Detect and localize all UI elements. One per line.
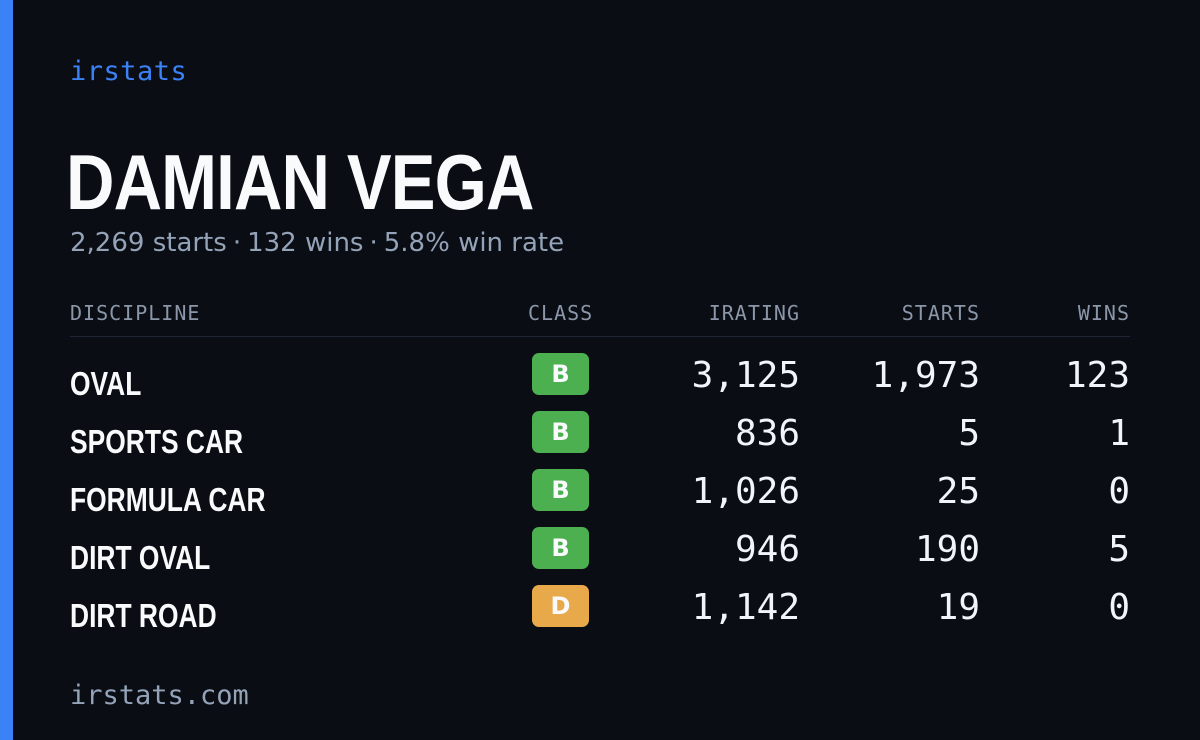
- discipline-name: FORMULA CAR: [70, 481, 266, 518]
- class-badge: B: [532, 353, 589, 395]
- irating-value: 3,125: [691, 355, 800, 396]
- irating-value: 1,142: [691, 587, 800, 628]
- wins-value: 0: [1108, 587, 1130, 628]
- wins-summary: 132 wins: [247, 228, 364, 258]
- table-row: DIRT OVAL B 946 190 5: [70, 527, 1130, 585]
- class-badge: D: [532, 585, 589, 627]
- starts-value: 190: [914, 529, 980, 570]
- brand-logo: irstats: [70, 56, 188, 87]
- table-row: OVAL B 3,125 1,973 123: [70, 353, 1130, 411]
- header-irating: IRATING: [708, 301, 800, 325]
- wins-value: 123: [1064, 355, 1130, 396]
- header-discipline: DISCIPLINE: [70, 301, 201, 325]
- irating-value: 836: [734, 413, 800, 454]
- class-badge: B: [532, 527, 589, 569]
- discipline-name: OVAL: [70, 365, 142, 402]
- header-wins: WINS: [1077, 301, 1130, 325]
- starts-value: 25: [936, 471, 980, 512]
- header-starts: STARTS: [901, 301, 980, 325]
- class-badge: B: [532, 411, 589, 453]
- wins-value: 0: [1108, 471, 1130, 512]
- discipline-name: SPORTS CAR: [70, 423, 244, 460]
- starts-value: 5: [958, 413, 980, 454]
- wins-value: 1: [1108, 413, 1130, 454]
- separator-dot: ·: [232, 228, 242, 258]
- irating-value: 946: [734, 529, 800, 570]
- discipline-table: DISCIPLINE CLASS IRATING STARTS WINS OVA…: [70, 298, 1130, 643]
- discipline-name: DIRT OVAL: [70, 539, 211, 576]
- driver-summary: 2,269 starts · 132 wins · 5.8% win rate: [70, 228, 564, 258]
- table-body: OVAL B 3,125 1,973 123 SPORTS CAR B 836 …: [70, 337, 1130, 643]
- class-badge: B: [532, 469, 589, 511]
- table-row: SPORTS CAR B 836 5 1: [70, 411, 1130, 469]
- starts-summary: 2,269 starts: [70, 228, 227, 258]
- header-class: CLASS: [528, 301, 594, 325]
- footer-url: irstats.com: [70, 680, 249, 711]
- win-rate-summary: 5.8% win rate: [383, 228, 565, 258]
- starts-value: 19: [936, 587, 980, 628]
- discipline-name: DIRT ROAD: [70, 597, 217, 634]
- wins-value: 5: [1108, 529, 1130, 570]
- table-header: DISCIPLINE CLASS IRATING STARTS WINS: [70, 298, 1130, 337]
- table-row: DIRT ROAD D 1,142 19 0: [70, 585, 1130, 643]
- separator-dot: ·: [369, 228, 378, 258]
- table-row: FORMULA CAR B 1,026 25 0: [70, 469, 1130, 527]
- irating-value: 1,026: [691, 471, 800, 512]
- driver-name: DAMIAN VEGA: [66, 138, 534, 226]
- accent-bar: [0, 0, 13, 740]
- starts-value: 1,973: [871, 355, 980, 396]
